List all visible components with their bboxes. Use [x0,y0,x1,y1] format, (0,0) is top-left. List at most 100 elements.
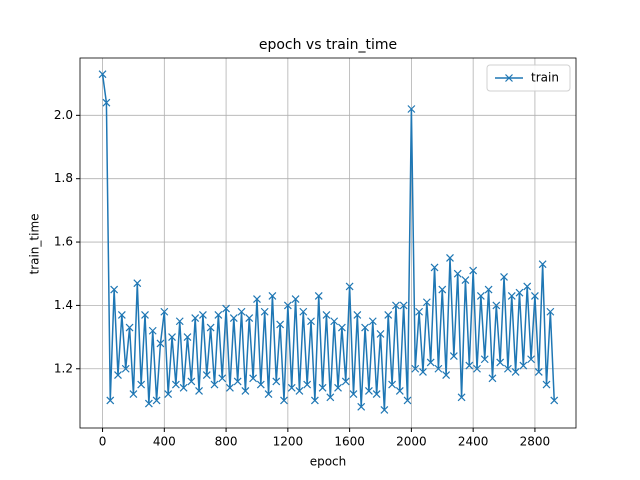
data-point [480,355,489,364]
data-point [160,307,169,316]
data-point [515,288,524,297]
data-point [322,310,331,319]
data-point [411,364,420,373]
data-point [183,333,192,342]
data-point [457,393,466,402]
data-point [403,396,412,405]
data-point [137,380,146,389]
data-point [144,399,153,408]
data-point [125,323,134,332]
data-point [164,390,173,399]
data-point [357,402,366,411]
data-point [395,387,404,395]
y-axis-label: train_time [28,213,42,274]
data-point [415,307,424,316]
data-point [226,383,234,392]
data-point [222,304,231,313]
data-point [426,358,435,367]
legend-marker [505,74,513,82]
legend: train [486,64,571,92]
data-point [268,291,277,300]
x-tick-label: 2000 [396,435,427,449]
data-point [307,317,315,326]
data-point [353,310,362,319]
data-point [392,301,400,310]
data-point [245,314,254,323]
data-point [237,307,246,316]
data-point [503,364,512,373]
data-point [121,364,130,373]
data-point [276,320,285,329]
y-tick-label: 1.4 [54,298,73,312]
data-point [334,383,342,392]
data-point [152,396,161,405]
data-point [272,377,281,386]
data-point [283,301,292,310]
data-point [469,266,478,275]
data-point [214,310,223,319]
data-point [345,282,354,291]
x-tick-label: 1200 [273,435,304,449]
data-point [388,380,397,389]
data-point [303,380,312,389]
y-tick-label: 1.6 [54,235,73,249]
data-line [101,74,555,410]
data-point [229,314,238,323]
y-tick-label: 2.0 [54,108,73,122]
data-point [314,291,323,300]
data-point [364,387,373,395]
data-point [407,105,416,113]
data-point [102,98,111,107]
data-point [114,371,122,380]
data-point [380,406,389,414]
data-point [442,371,451,380]
data-point [507,291,516,300]
data-point [249,374,258,383]
data-point [453,269,462,278]
data-point [500,272,508,281]
data-point [484,285,493,294]
data-point [519,361,528,370]
data-point [419,368,427,376]
data-point [218,374,227,383]
data-point [287,383,296,392]
data-point [256,380,265,389]
data-point [430,263,439,272]
data-point [473,364,481,373]
data-point [299,307,308,316]
data-point [496,358,505,367]
data-point [210,380,219,389]
data-point [133,279,142,288]
data-point [191,314,200,323]
data-point [488,374,497,383]
data-point [233,377,242,386]
x-tick-label: 2800 [520,435,551,449]
data-point [264,390,273,399]
data-point [291,295,300,303]
x-tick-label: 400 [153,435,176,449]
data-point [179,383,188,392]
data-point [538,260,547,269]
data-point [326,393,335,402]
plot-frame [79,57,577,429]
data-point [198,310,207,319]
data-point [422,298,431,307]
data-point [449,352,458,361]
x-tick-label: 1600 [334,435,365,449]
data-point [384,310,393,319]
data-point [280,396,288,405]
chart-title: epoch vs train_time [259,37,397,53]
data-point [361,323,369,332]
data-point [546,307,555,316]
x-tick-label: 2400 [458,435,489,449]
data-point [461,276,470,284]
data-point [117,310,126,319]
data-point [542,380,551,389]
data-point [341,377,350,386]
data-point [550,396,559,405]
data-point [511,368,520,376]
data-point [171,380,180,389]
data-point [523,282,532,291]
data-point [253,295,261,303]
